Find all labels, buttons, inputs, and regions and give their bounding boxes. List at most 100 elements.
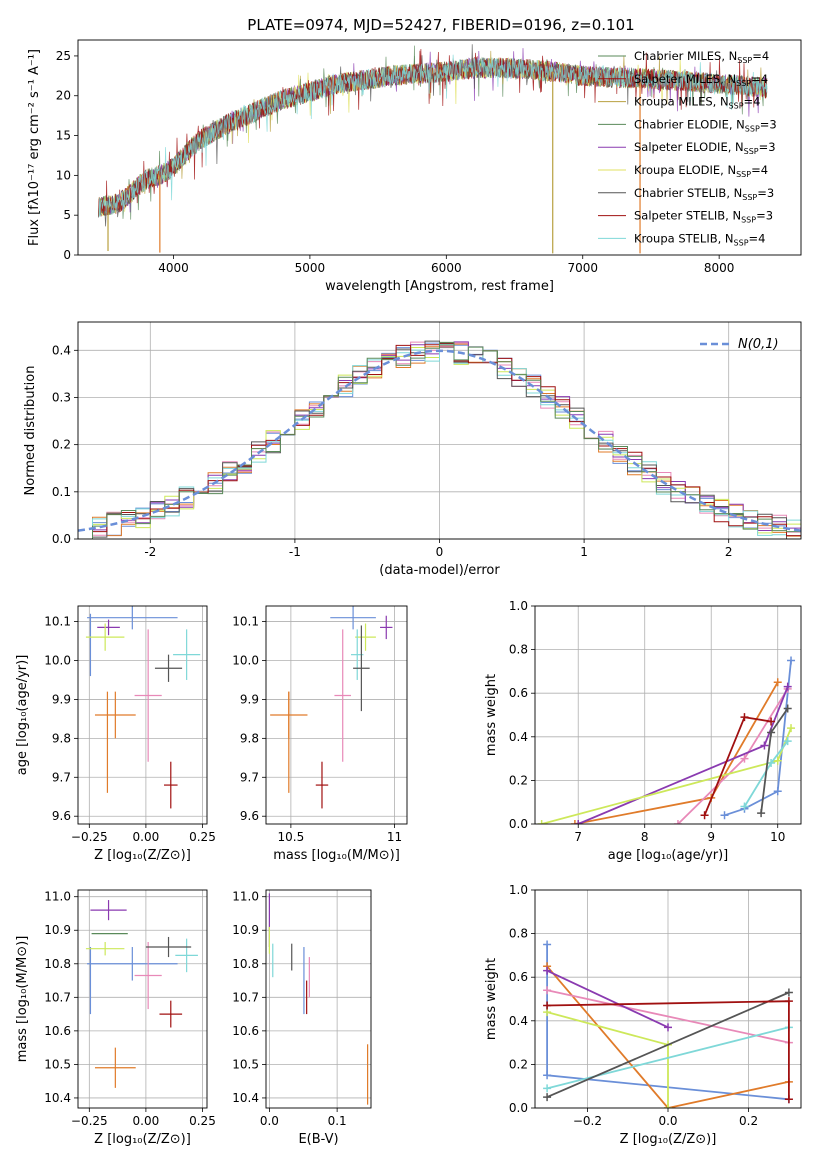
mass-weight-marker [740,713,749,722]
massweight_vs_age-marks [537,656,796,824]
y-tick-label: 9.6 [240,809,259,823]
x-tick-label: 10.5 [278,830,305,844]
mass-weight-marker [784,997,793,1006]
y-tick-label: 9.9 [52,692,71,706]
error-bar-point [87,606,178,630]
y-tick-label: 20 [56,89,71,103]
mass-weight-marker [664,1104,672,1108]
spectrum-axes: 4000 5000 6000 7000 8000 0 5 10 15 20 25 wavelength… [27,49,734,294]
y-tick-label: 0.4 [509,1014,528,1028]
x-tick-label: 9 [707,830,715,844]
mass_vs_ebv-marks [268,893,369,1105]
y-tick-label: 10.7 [44,990,71,1004]
legend-entry: Kroupa STELIB, NSSP=4 [634,231,765,247]
error-bar-point [90,900,127,921]
mass-weight-marker [773,756,782,765]
residuals-marks [78,340,801,539]
x-axis-label: mass [log₁₀(M/M⊙)] [273,848,400,863]
error-bar-point [134,629,162,762]
error-bar-point [159,1000,183,1028]
plot-frame [77,321,802,540]
mass-weight-marker [784,1095,793,1104]
x-axis-label: Z [log₁₀(Z/Z⊙)] [94,1132,191,1147]
legend-entry: Chabrier MILES, NSSP=4 [634,49,769,65]
y-tick-label: 10.1 [232,615,259,629]
y-tick-label: 0.8 [509,643,528,657]
y-tick-label: 11.0 [232,890,259,904]
age_vs_mass-axes: 10.5 11 9.6 9.7 9.8 9.9 10.0 10.1 mass [log₁₀(M/… [232,606,407,863]
mass-weight-series-line [677,688,789,824]
legend-entry: N(0,1) [738,337,779,352]
massweight_vs_age-axes: 7 8 9 10 0.0 0.2 0.4 0.6 0.8 1.0 age [log₁₀(age/yr… [484,599,801,863]
x-tick-label: 10 [770,830,785,844]
y-tick-label: 10.8 [232,957,259,971]
mass-weight-marker [787,724,796,733]
y-axis-label: Normed distribution [23,366,38,496]
x-axis-label: (data-model)/error [379,563,500,578]
legend-entry: Chabrier STELIB, NSSP=3 [634,186,774,202]
y-axis-label: mass weight [484,958,499,1040]
y-tick-label: 9.9 [240,692,259,706]
legend-entry: Kroupa MILES, NSSP=4 [634,95,760,111]
massweight_vs_Z-marks [543,940,793,1108]
mass-weight-marker [543,940,552,949]
x-tick-label: 0.1 [328,1114,347,1128]
mass-weight-marker [664,1023,672,1032]
y-tick-label: 9.8 [240,731,259,745]
y-tick-label: 9.6 [52,809,71,823]
error-bar-point [145,936,192,958]
x-tick-label: 0.25 [189,1114,216,1128]
mass-weight-marker [784,988,793,997]
y-tick-label: 0 [63,248,71,262]
y-tick-label: 10.7 [232,990,259,1004]
y-tick-label: 10.4 [44,1091,71,1105]
y-tick-label: 10.9 [44,923,71,937]
x-tick-label: 0.25 [189,830,216,844]
y-tick-label: 9.8 [52,731,71,745]
y-tick-label: 0.8 [509,927,528,941]
x-tick-label: 7000 [567,261,598,275]
x-tick-label: 2 [725,545,733,559]
mass-weight-marker [543,1071,552,1080]
mass-weight-marker [740,754,749,763]
mass-weight-marker [767,758,776,767]
mass-weight-marker [570,820,579,824]
error-bar-point [87,947,178,981]
y-axis-label: mass [log₁₀(M/M⊙)] [15,936,30,1063]
mass_vs_Z-marks [85,900,198,1088]
y-axis-label: age [log₁₀(age/yr)] [15,655,30,776]
y-tick-label: 0.2 [52,438,71,452]
x-tick-label: 0.0 [658,1114,677,1128]
y-tick-label: 10.4 [232,1091,259,1105]
plot-frame [77,39,802,256]
y-tick-label: 5 [63,208,71,222]
y-tick-label: 0.4 [52,343,71,357]
x-tick-label: 5000 [295,261,326,275]
x-tick-label: -1 [289,545,301,559]
y-tick-label: 0.0 [52,532,71,546]
y-tick-label: 0.3 [52,390,71,404]
plot-frame [534,605,802,825]
error-bar-point [380,615,393,640]
x-axis-label: wavelength [Angstrom, rest frame] [325,279,554,294]
mass-weight-marker [543,986,552,995]
x-axis-label: Z [log₁₀(Z/Z⊙)] [94,848,191,863]
mass-weight-marker [700,811,709,820]
mass-weight-marker [787,656,796,665]
y-tick-label: 10.8 [44,957,71,971]
mass-weight-marker [537,820,546,824]
y-axis-label: Flux [fλ10⁻¹⁷ erg cm⁻² s⁻¹ A⁻¹] [27,49,42,246]
x-tick-label: 0.2 [739,1114,758,1128]
histogram-series [78,341,801,539]
error-bar-point [175,938,198,973]
error-bar-point [85,623,125,651]
x-tick-label: 0 [436,545,444,559]
spectrum-marks [98,44,768,254]
plot-frame [534,889,802,1109]
x-tick-label: 11 [387,830,402,844]
error-bar-point [330,606,376,630]
mass-weight-marker [773,787,782,796]
y-tick-label: 9.7 [52,770,71,784]
error-bar-point [334,629,352,762]
